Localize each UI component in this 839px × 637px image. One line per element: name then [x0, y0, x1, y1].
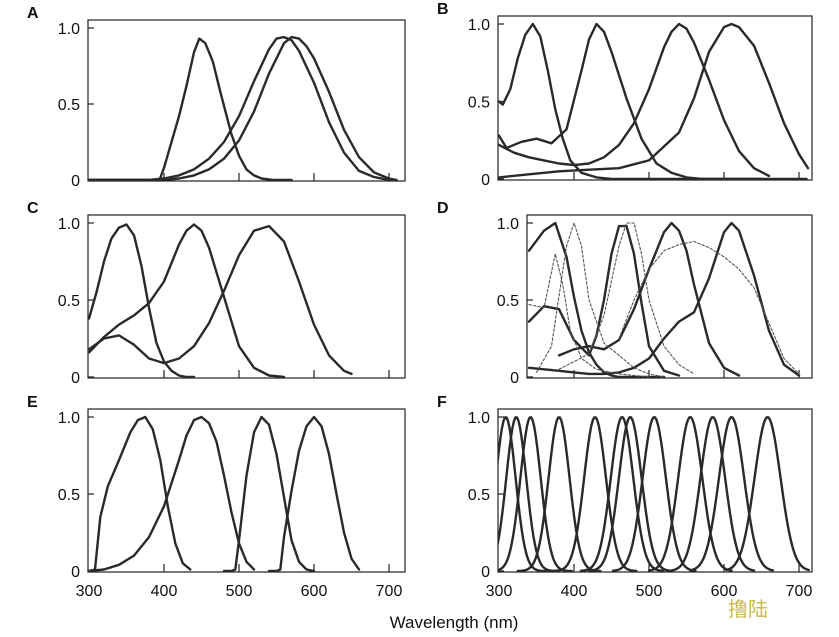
panel-d-curve-8	[618, 240, 800, 375]
panel-e-ytick-label: 0	[71, 564, 80, 581]
panel-a-curve-3	[88, 35, 398, 181]
panel-e-curves	[88, 415, 361, 572]
panel-e-curve-2	[88, 415, 256, 572]
panel-c-curves	[88, 223, 353, 378]
panel-b: B 0 0.5 1.0	[437, 1, 813, 189]
panel-b-curve-2	[498, 22, 763, 180]
panel-d-curve-4	[527, 221, 801, 377]
panel-c-frame	[87, 214, 406, 379]
panel-f-xtick-label: 600	[711, 583, 738, 600]
panel-f-ytick-label: 0.5	[468, 487, 490, 504]
panel-b-ytick-label: 1.0	[468, 17, 490, 34]
panel-d-letter: D	[437, 200, 449, 217]
panel-c-curve-2	[88, 223, 286, 378]
panel-f-curve-10	[670, 416, 756, 572]
x-axis-title: Wavelength (nm)	[390, 613, 519, 632]
panel-e-xtick-label: 500	[226, 583, 253, 600]
panel-d-ytick-label: 0	[510, 370, 519, 387]
panel-e-ytick-label: 1.0	[58, 410, 80, 427]
panel-d: D 0 0.5 1.0	[437, 200, 813, 387]
panel-f-xtick-label: 700	[786, 583, 813, 600]
panel-c-ytick-label: 0.5	[58, 293, 80, 310]
panel-f-curve-6	[579, 416, 665, 572]
panel-a-ytick-label: 0.5	[58, 97, 80, 114]
panel-b-curve-3	[498, 22, 771, 178]
panel-c-curve-3	[88, 224, 353, 376]
panel-f: F 0 0.5 1.0 300 400 500 600 700	[437, 394, 813, 600]
panel-f-frame	[497, 408, 813, 573]
panel-a-ytick-label: 1.0	[58, 21, 80, 38]
panel-e-curve-4	[267, 415, 361, 572]
panel-f-curve-1	[498, 416, 549, 572]
panel-a-curve-1	[88, 37, 293, 181]
panel-f-ytick-label: 0	[481, 564, 490, 581]
panel-b-curve-4	[498, 22, 810, 179]
panel-e-ytick-label: 0.5	[58, 487, 80, 504]
panel-d-curve-7	[558, 222, 695, 375]
panel-d-curve-3	[557, 221, 741, 377]
panel-e-frame	[87, 408, 406, 573]
panel-d-ytick-label: 0.5	[497, 293, 519, 310]
panel-a-letter: A	[27, 5, 39, 22]
panel-b-curve-1	[498, 22, 808, 180]
panel-e-curve-1	[88, 415, 192, 572]
panel-e-xtick-label: 700	[376, 583, 403, 600]
panel-f-curve-4	[516, 416, 602, 572]
panel-f-curve-12	[725, 416, 810, 572]
panel-d-curve-2	[527, 224, 681, 377]
panel-f-curve-2	[498, 416, 559, 572]
panel-b-letter: B	[437, 1, 449, 18]
panel-d-ytick-label: 1.0	[497, 216, 519, 233]
panel-b-ytick-label: 0	[481, 172, 490, 189]
panel-d-curve-6	[535, 222, 665, 378]
panel-f-xtick-label: 400	[561, 583, 588, 600]
panel-f-ytick-label: 1.0	[468, 410, 490, 427]
panel-a-curves	[88, 35, 398, 181]
panel-e-letter: E	[27, 394, 38, 411]
panel-e-xtick-label: 300	[76, 583, 103, 600]
panel-f-curve-7	[587, 416, 673, 572]
panel-d-curve-1	[527, 221, 666, 378]
panel-c-curve-1	[88, 223, 196, 378]
panel-f-curve-9	[647, 416, 733, 572]
panels-group: A 0 0.5 1.0 B 0 0.5 1.0 C 0 0.5 1.0 D 0 0.5 1.0 E 0 0.5 1.0…	[27, 1, 813, 600]
panel-c-letter: C	[27, 200, 39, 217]
panel-e-curve-3	[222, 415, 316, 572]
panel-b-curves	[498, 22, 810, 180]
panel-a-ytick-label: 0	[71, 173, 80, 190]
panel-a-frame	[87, 19, 406, 182]
panel-d-frame	[526, 214, 813, 379]
panel-e-xtick-label: 600	[301, 583, 328, 600]
panel-f-xtick-label: 500	[636, 583, 663, 600]
panel-f-curve-8	[611, 416, 697, 572]
panel-b-ytick-label: 0.5	[468, 95, 490, 112]
panel-a: A 0 0.5 1.0	[27, 5, 406, 190]
panel-f-letter: F	[437, 394, 447, 411]
panel-f-curves	[498, 416, 810, 572]
panel-c-ytick-label: 1.0	[58, 216, 80, 233]
panel-f-curve-3	[498, 416, 573, 572]
panel-e: E 0 0.5 1.0 300 400 500 600 700	[27, 394, 406, 600]
panel-c: C 0 0.5 1.0	[27, 200, 406, 387]
panel-c-ytick-label: 0	[71, 370, 80, 387]
panel-f-xtick-label: 300	[486, 583, 513, 600]
panel-f-curve-11	[689, 416, 774, 572]
panel-d-curve-5	[528, 253, 650, 378]
panel-f-curve-5	[552, 416, 638, 572]
watermark-text: 撸陆	[728, 597, 768, 621]
panel-a-curve-2	[88, 35, 398, 181]
panel-e-xtick-label: 400	[151, 583, 178, 600]
panel-d-curves	[527, 221, 801, 378]
